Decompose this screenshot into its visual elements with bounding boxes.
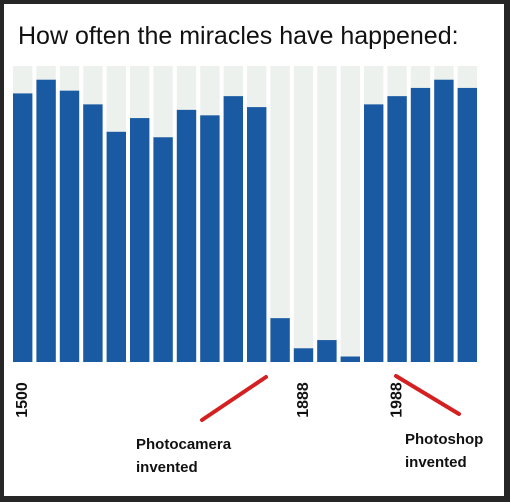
bar [457,87,477,362]
x-tick-label: 1888 [295,382,312,418]
bar [130,118,150,363]
bar [364,104,384,363]
chart-frame: How often the miracles have happened: 15… [4,4,504,496]
bar [293,348,314,362]
bar [270,318,290,362]
column-bands [13,66,477,362]
bar [176,109,197,362]
photoshop-annotation-line [394,374,461,416]
photoshop-label-line1: Photoshop [405,431,483,448]
photoshop-label-line2: invented [405,454,467,471]
photocamera-label-line2: invented [136,459,198,476]
bar [83,104,103,363]
column-band [270,66,290,362]
bar [59,90,80,363]
bar [106,131,126,362]
bar [153,137,173,362]
chart-title: How often the miracles have happened: [18,22,459,50]
bar [410,87,431,362]
bar [200,115,220,362]
bar [223,96,243,363]
bar [340,356,360,362]
photocamera-label-line1: Photocamera [136,436,232,453]
bar [434,79,454,362]
column-band [340,66,360,362]
x-tick-label: 1500 [14,382,31,418]
bar [36,79,56,362]
bar [387,96,407,363]
column-band [293,66,314,362]
bar [13,93,33,362]
x-tick-label: 1988 [389,382,406,418]
bar [317,340,337,362]
column-band [317,66,337,362]
annotations: Photocamera invented Photoshop invented [136,374,483,476]
photocamera-annotation-line [200,375,268,422]
bars-group [13,79,477,363]
bar [247,107,267,362]
miracles-bar-chart: 1500 1888 1988 Photocamera invented Photos… [13,66,483,476]
tick-labels: 1500 1888 1988 [14,382,405,418]
